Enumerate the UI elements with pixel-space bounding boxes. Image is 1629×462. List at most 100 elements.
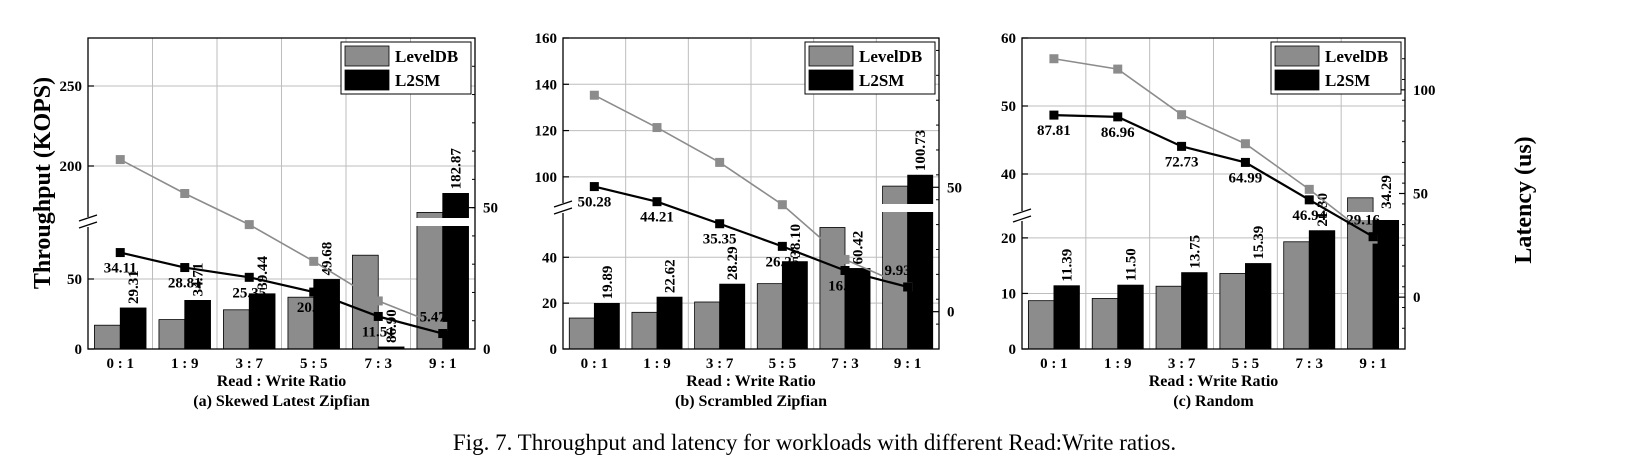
leveldb-bar: [1219, 273, 1246, 350]
l2sm-latency-line: [594, 185, 908, 289]
throughput-tick-label: 200: [60, 159, 83, 175]
subplot-title: (c) Random: [1173, 393, 1254, 410]
bar-break-gap: [1346, 212, 1375, 220]
leveldb-latency-point: [373, 296, 383, 306]
leveldb-latency-point: [652, 123, 662, 133]
leveldb-bar: [1283, 241, 1310, 350]
legend-label-l2sm: L2SM: [395, 71, 440, 90]
category-tick-label: 3 : 7: [236, 356, 264, 372]
l2sm-bar: [719, 283, 746, 350]
l2sm-bar: [248, 293, 276, 350]
leveldb-latency-point: [244, 220, 254, 230]
legend-label-leveldb: LevelDB: [1325, 47, 1388, 66]
leveldb-latency-point: [777, 200, 787, 210]
latency-data-label: 46.94: [1292, 208, 1326, 224]
throughput-tick-label: 20: [1001, 231, 1016, 247]
axis-break-gap: [79, 217, 97, 227]
category-tick-label: 7 : 3: [831, 356, 859, 372]
subplot-title: (a) Skewed Latest Zipfian: [193, 393, 370, 410]
category-tick-label: 9 : 1: [1359, 356, 1387, 372]
axis-break-mark: [78, 214, 98, 222]
axis-break-mark: [78, 221, 98, 229]
l2sm-latency-point: [244, 272, 254, 282]
legend-label-l2sm: L2SM: [1325, 71, 1370, 90]
category-tick-label: 1 : 9: [171, 356, 199, 372]
legend-label-leveldb: LevelDB: [395, 47, 458, 66]
l2sm-latency-point: [903, 282, 913, 292]
throughput-tick-label: 40: [542, 250, 557, 266]
l2sm-bar: [1053, 285, 1080, 350]
category-tick-label: 5 : 5: [1232, 356, 1260, 372]
category-tick-label: 0 : 1: [581, 356, 609, 372]
axis-break-mark: [1012, 208, 1032, 216]
category-tick-label: 5 : 5: [300, 356, 328, 372]
l2sm-bar: [656, 296, 683, 350]
legend-label-l2sm: L2SM: [859, 71, 904, 90]
l2sm-latency-point: [715, 219, 725, 229]
latency-tick-label: 0: [483, 342, 491, 358]
leveldb-bar: [568, 317, 595, 350]
bar-data-label: 22.62: [663, 259, 679, 293]
category-tick-label: 5 : 5: [769, 356, 797, 372]
category-tick-label: 3 : 7: [1168, 356, 1196, 372]
subplot-title: (b) Scrambled Zipfian: [675, 393, 827, 410]
plot-frame: [87, 37, 476, 350]
latency-data-label: 86.96: [1101, 125, 1135, 141]
legend-swatch-l2sm: [808, 69, 854, 91]
category-tick-label: 9 : 1: [894, 356, 922, 372]
l2sm-latency-point: [1368, 232, 1378, 242]
latency-data-label: 72.73: [1165, 154, 1199, 170]
bar-data-label: 21.30: [1315, 193, 1331, 227]
chart-panel-3: 11.39 11.50 13.75 15.39 21.30 34.29 87.81 86.96…: [1001, 31, 1436, 410]
l2sm-latency-point: [840, 266, 850, 276]
bar-break-gap: [1372, 212, 1400, 220]
latency-tick-label: 50: [947, 180, 962, 196]
category-tick-label: 7 : 3: [365, 356, 393, 372]
category-tick-label: 7 : 3: [1296, 356, 1324, 372]
x-axis-title: Read : Write Ratio: [686, 373, 816, 390]
l2sm-bar: [907, 174, 934, 350]
axis-break-gap: [554, 203, 572, 213]
l2sm-latency-point: [589, 182, 599, 192]
bar-data-label: 19.89: [600, 266, 616, 300]
latency-data-label: 16.55: [828, 279, 862, 295]
leveldb-latency-point: [1049, 54, 1059, 64]
leveldb-bar: [882, 185, 909, 350]
bar-break-gap: [906, 204, 934, 212]
latency-tick-label: 0: [1413, 290, 1421, 306]
throughput-tick-label: 50: [67, 272, 82, 288]
latency-data-label: 25.35: [232, 285, 266, 301]
throughput-tick-label: 10: [1001, 286, 1016, 302]
latency-data-label: 26.25: [765, 254, 799, 270]
bar-break-gap: [415, 218, 444, 226]
l2sm-latency-point: [777, 241, 787, 251]
leveldb-latency-point: [1240, 139, 1250, 149]
figure-caption: Fig. 7. Throughput and latency for workl…: [452, 430, 1177, 455]
x-axis-title: Read : Write Ratio: [1149, 373, 1279, 390]
leveldb-latency-point: [1177, 110, 1187, 120]
leveldb-latency-point: [715, 157, 725, 167]
bar-data-label: 86.90: [384, 309, 400, 343]
leveldb-latency-point: [309, 256, 319, 266]
l2sm-bar: [1245, 263, 1272, 350]
l2sm-latency-point: [438, 329, 448, 339]
axis-break-mark: [1012, 215, 1032, 223]
latency-data-label: 44.21: [640, 210, 674, 226]
l2sm-latency-point: [309, 287, 319, 297]
legend-label-leveldb: LevelDB: [859, 47, 922, 66]
bar-data-label: 11.39: [1060, 249, 1076, 282]
latency-data-label: 20.13: [297, 300, 331, 316]
l2sm-latency-point: [1049, 110, 1059, 120]
l2sm-latency-point: [373, 311, 383, 321]
category-tick-label: 0 : 1: [1040, 356, 1068, 372]
l2sm-latency-point: [180, 263, 190, 273]
latency-data-label: 64.99: [1229, 170, 1263, 186]
bar-data-label: 34.29: [1379, 175, 1395, 209]
l2sm-latency-point: [115, 248, 125, 258]
throughput-tick-label: 0: [550, 342, 558, 358]
bar-data-label: 28.29: [725, 246, 741, 280]
l2sm-bar: [119, 307, 147, 350]
latency-tick-label: 50: [1413, 187, 1428, 203]
latency-data-label: 5.47: [420, 310, 447, 326]
